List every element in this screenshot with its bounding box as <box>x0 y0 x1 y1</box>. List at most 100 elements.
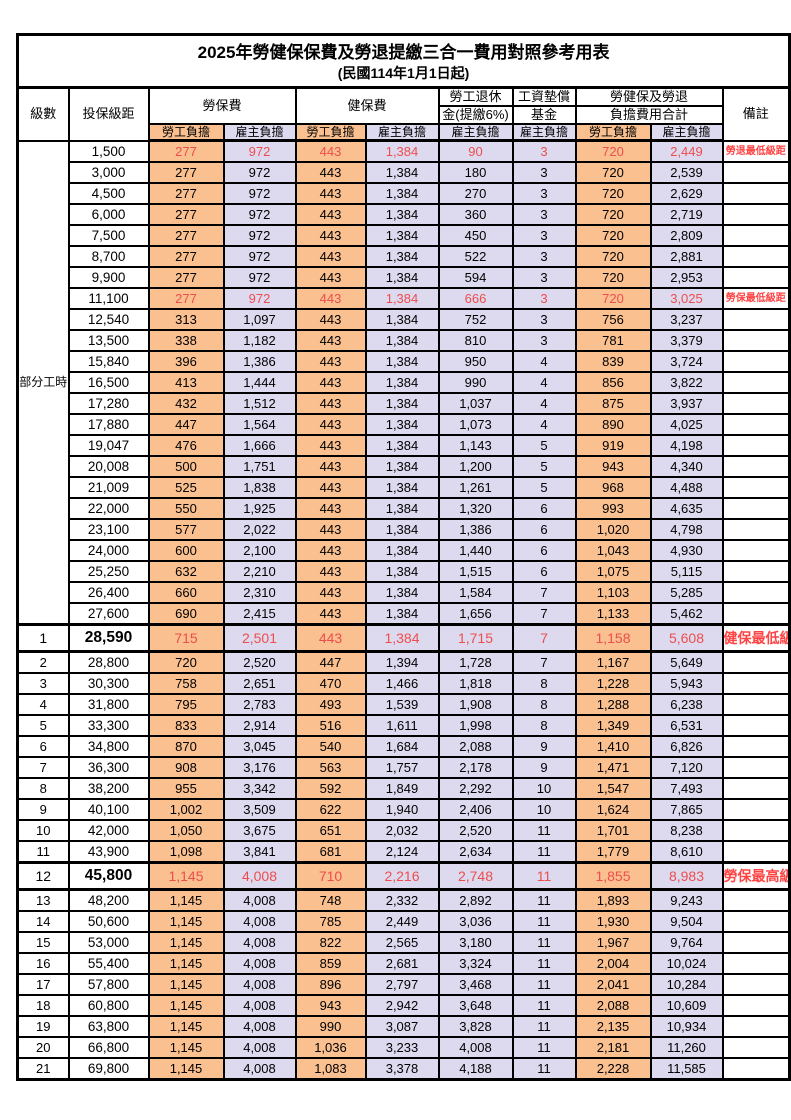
cell-health-employer: 2,797 <box>364 973 440 996</box>
cell-labor-employer: 972 <box>222 287 297 310</box>
cell-note <box>721 1015 791 1038</box>
cell-wagefund-employer: 3 <box>511 287 577 310</box>
cell-wagefund-employer: 3 <box>511 245 577 268</box>
cell-bracket: 50,600 <box>67 910 150 933</box>
cell-total-employer: 6,531 <box>649 714 724 737</box>
table-row: 17,880 447 1,564 443 1,384 1,073 4 890 4,025 <box>18 413 791 436</box>
cell-wagefund-employer: 11 <box>511 1036 577 1059</box>
cell-health-employee: 443 <box>294 539 367 562</box>
cell-level: 13 <box>16 888 70 912</box>
cell-labor-employer: 1,386 <box>222 350 297 373</box>
cell-level: 16 <box>16 952 70 975</box>
cell-health-employer: 1,384 <box>364 245 440 268</box>
cell-pension-employer: 950 <box>437 350 514 373</box>
cell-pension-employer: 1,728 <box>437 650 514 674</box>
cell-note <box>721 245 791 268</box>
cell-total-employer: 9,504 <box>649 910 724 933</box>
cell-pension-employer: 1,143 <box>437 434 514 457</box>
cell-bracket: 4,500 <box>67 182 150 205</box>
cell-labor-employer: 1,564 <box>222 413 297 436</box>
header-level: 級數 <box>16 86 70 142</box>
cell-health-employee: 651 <box>294 819 367 842</box>
cell-bracket: 60,800 <box>67 994 150 1017</box>
cell-health-employee: 748 <box>294 888 367 912</box>
cell-health-employee: 443 <box>294 139 367 163</box>
table-row: 6 34,800 870 3,045 540 1,684 2,088 9 1,410 6,826 <box>16 735 791 758</box>
cell-note <box>721 434 791 457</box>
cell-total-employer: 4,340 <box>649 455 724 478</box>
cell-health-employer: 1,384 <box>364 224 440 247</box>
cell-pension-employer: 990 <box>437 371 514 394</box>
cell-bracket: 20,008 <box>67 455 150 478</box>
cell-pension-employer: 1,584 <box>437 581 514 604</box>
cell-wagefund-employer: 11 <box>511 1057 577 1081</box>
header-total-line2: 負擔費用合計 <box>574 105 724 125</box>
cell-health-employer: 1,384 <box>364 497 440 520</box>
table-row: 9,900 277 972 443 1,384 594 3 720 2,953 <box>18 266 791 289</box>
cell-labor-employee: 1,002 <box>147 798 225 821</box>
cell-pension-employer: 1,200 <box>437 455 514 478</box>
cell-note <box>721 973 791 996</box>
cell-health-employer: 2,942 <box>364 994 440 1017</box>
cell-labor-employee: 632 <box>147 560 225 583</box>
cell-wagefund-employer: 8 <box>511 714 577 737</box>
cell-bracket: 15,840 <box>67 350 150 373</box>
cell-note <box>721 819 791 842</box>
cell-wagefund-employer: 11 <box>511 861 577 891</box>
table-row: 部分工時 1,500 277 972 443 1,384 90 3 720 2,449 勞退最低級距 <box>16 139 791 626</box>
cell-pension-employer: 450 <box>437 224 514 247</box>
cell-total-employee: 2,135 <box>574 1015 652 1038</box>
table-row: 21 69,800 1,145 4,008 1,083 3,378 4,188 11 2,228… <box>16 1057 791 1081</box>
table-row: 1 28,590 715 2,501 443 1,384 1,715 7 1,158 5,608 健… <box>16 623 791 653</box>
cell-health-employer: 1,384 <box>364 539 440 562</box>
cell-health-employer: 3,378 <box>364 1057 440 1081</box>
cell-health-employer: 1,384 <box>364 581 440 604</box>
cell-total-employee: 720 <box>574 139 652 163</box>
cell-health-employee: 1,083 <box>294 1057 367 1081</box>
cell-labor-employer: 4,008 <box>222 952 297 975</box>
cell-note <box>721 888 791 912</box>
cell-level: 8 <box>16 777 70 800</box>
cell-bracket: 66,800 <box>67 1036 150 1059</box>
cell-total-employer: 7,865 <box>649 798 724 821</box>
cell-wagefund-employer: 4 <box>511 350 577 373</box>
cell-labor-employee: 500 <box>147 455 225 478</box>
table-body: 部分工時 1,500 277 972 443 1,384 90 3 720 2,449 勞退最低級距… <box>16 139 791 1081</box>
cell-note <box>721 329 791 352</box>
cell-pension-employer: 1,037 <box>437 392 514 415</box>
cell-labor-employee: 1,145 <box>147 952 225 975</box>
cell-pension-employer: 2,088 <box>437 735 514 758</box>
cell-health-employer: 1,384 <box>364 623 440 653</box>
cell-labor-employee: 1,050 <box>147 819 225 842</box>
cell-note <box>721 777 791 800</box>
cell-bracket: 43,900 <box>67 840 150 864</box>
cell-total-employee: 943 <box>574 455 652 478</box>
cell-wagefund-employer: 7 <box>511 602 577 626</box>
cell-total-employee: 1,701 <box>574 819 652 842</box>
cell-wagefund-employer: 3 <box>511 139 577 163</box>
cell-total-employee: 1,228 <box>574 672 652 695</box>
subheader-total-employer: 雇主負擔 <box>649 123 724 142</box>
cell-total-employer: 6,826 <box>649 735 724 758</box>
cell-note <box>721 476 791 499</box>
cell-pension-employer: 2,892 <box>437 888 514 912</box>
cell-health-employer: 1,539 <box>364 693 440 716</box>
cell-wagefund-employer: 10 <box>511 798 577 821</box>
cell-labor-employee: 277 <box>147 161 225 184</box>
cell-labor-employee: 413 <box>147 371 225 394</box>
cell-wagefund-employer: 3 <box>511 161 577 184</box>
table-row: 11 43,900 1,098 3,841 681 2,124 2,634 11 1,779 8,… <box>16 840 791 864</box>
cell-total-employer: 5,608 <box>649 623 724 653</box>
cell-health-employee: 443 <box>294 581 367 604</box>
cell-labor-employer: 3,509 <box>222 798 297 821</box>
table-row: 26,400 660 2,310 443 1,384 1,584 7 1,103 5,285 <box>18 581 791 604</box>
cell-labor-employee: 1,145 <box>147 888 225 912</box>
cell-labor-employee: 277 <box>147 287 225 310</box>
cell-total-employer: 2,629 <box>649 182 724 205</box>
cell-bracket: 25,250 <box>67 560 150 583</box>
cell-labor-employer: 972 <box>222 245 297 268</box>
cell-health-employee: 443 <box>294 161 367 184</box>
table-row: 3,000 277 972 443 1,384 180 3 720 2,539 <box>18 161 791 184</box>
cell-level: 1 <box>16 623 70 653</box>
cell-labor-employer: 1,512 <box>222 392 297 415</box>
